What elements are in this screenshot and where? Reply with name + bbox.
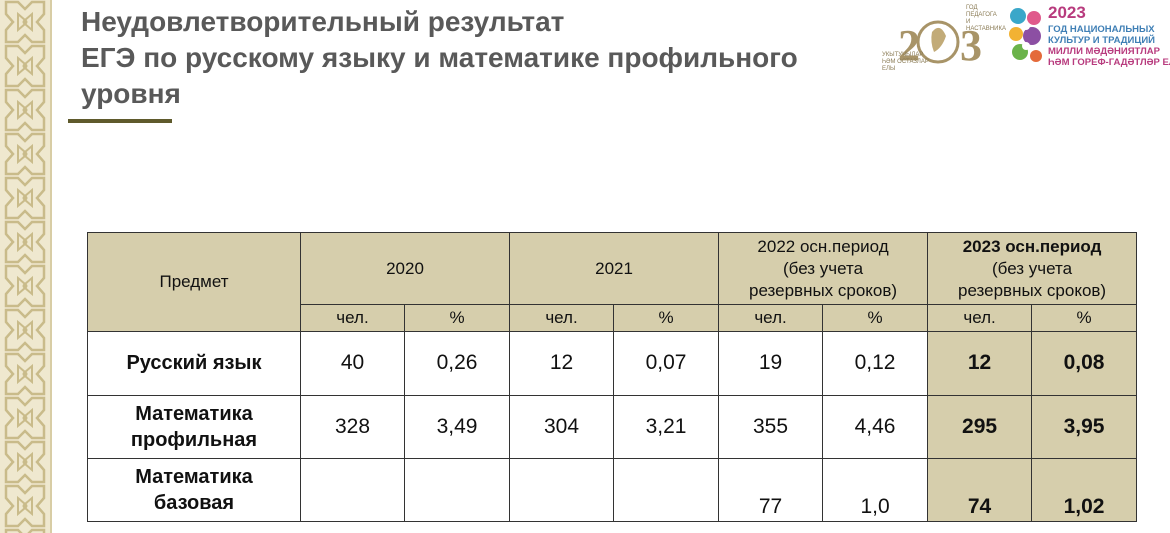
subheader-percent: %: [1031, 304, 1138, 333]
value-cell: 3,21: [613, 394, 720, 459]
value-cell: 0,12: [822, 331, 929, 396]
value-cell-highlight: 0,08: [1031, 331, 1138, 396]
value-cell: [509, 457, 615, 523]
results-table: Предмет 2020 2021 2022 осн.период (без у…: [87, 231, 1138, 523]
teacher-year-logo: 2 3 ГОД ПЕДАГОГА И НАСТАВНИКА УКЫТУЧЫЛАР…: [880, 2, 1006, 72]
year-header-2022-line-2: (без учета: [782, 258, 864, 278]
svg-text:3: 3: [960, 21, 982, 70]
culture-logo-year: 2023: [1048, 3, 1086, 22]
title-underline: [68, 119, 172, 123]
culture-year-logo: 2023 ГОД НАЦИОНАЛЬНЫХ КУЛЬТУР И ТРАДИЦИЙ…: [1006, 2, 1170, 72]
subject-cell: Математика профильная: [87, 394, 301, 459]
value-cell-highlight: 12: [927, 331, 1033, 396]
culture-logo-line-1: ГОД НАЦИОНАЛЬНЫХ: [1048, 24, 1155, 35]
decorative-border: [0, 0, 52, 533]
ornament-pattern: [0, 0, 50, 533]
subject-cell: Математика базовая: [87, 457, 301, 523]
subject-line-1: Математика: [135, 465, 253, 488]
teacher-logo-bottom-1: УКЫТУЧЫЛАР: [882, 52, 924, 58]
subheader-count: чел.: [300, 304, 405, 333]
year-header-2023-line-3: резервных сроков): [958, 280, 1107, 300]
year-header-2021: 2021: [509, 231, 720, 306]
value-cell: 0,07: [613, 331, 720, 396]
value-cell: 355: [718, 394, 824, 459]
value-cell: [403, 457, 511, 523]
subheader-row: чел. % чел. % чел. % чел. %: [88, 304, 1138, 333]
year-header-2022-line-1: 2022 осн.период: [757, 236, 889, 256]
value-cell: 19: [718, 331, 824, 396]
year-header-2020: 2020: [299, 231, 511, 306]
value-cell: 0,26: [403, 331, 511, 396]
value-cell-highlight: 74: [927, 457, 1033, 523]
table-row: Русский язык 40 0,26 12 0,07 19 0,12 12 …: [87, 331, 1138, 396]
header-row: Предмет 2020 2021 2022 осн.период (без у…: [87, 231, 1138, 333]
value-cell: 77: [718, 457, 824, 523]
table-row: Математика профильная 328 3,49 304 3,21 …: [87, 394, 1138, 459]
culture-ornament-icon: [1009, 8, 1042, 62]
year-header-2022-line-3: резервных сроков): [748, 280, 898, 300]
subheader-percent: %: [822, 304, 929, 333]
subheader-count: чел.: [509, 304, 615, 333]
subject-line-1: Математика: [135, 402, 253, 425]
year-header-2023-line-2: (без учета: [992, 258, 1073, 278]
teacher-logo-top-3: И НАСТАВНИКА: [966, 19, 1006, 32]
culture-logo-line-3: МИЛЛИ МӘДӘНИЯТЛАР: [1048, 46, 1160, 57]
value-cell: 328: [300, 394, 405, 459]
year-header-2023: 2023 осн.период (без учета резервных сро…: [927, 231, 1138, 306]
subheader-percent: %: [403, 304, 511, 333]
title-line-2: ЕГЭ по русскому языку и математике профи…: [81, 42, 798, 73]
subject-cell: Русский язык: [87, 331, 301, 396]
value-cell-highlight: 3,95: [1031, 394, 1138, 459]
value-cell-highlight: 295: [927, 394, 1033, 459]
svg-text:2: 2: [898, 21, 920, 70]
subheader-count: чел.: [718, 304, 824, 333]
subject-header: Предмет: [87, 231, 301, 333]
value-cell: 12: [509, 331, 615, 396]
value-cell: 304: [509, 394, 615, 459]
value-cell: 3,49: [403, 394, 511, 459]
subheader-count: чел.: [927, 304, 1033, 333]
culture-logo-line-4: ҺӘМ ГОРЕФ-ГАДӘТЛӘР ЕЛЫ: [1048, 57, 1170, 68]
title-line-3: уровня: [81, 78, 181, 109]
value-cell-highlight: 1,02: [1031, 457, 1138, 523]
subject-line-2: базовая: [153, 491, 235, 514]
year-header-2023-line-1: 2023 осн.период: [962, 236, 1102, 256]
teacher-logo-bottom-3: ЕЛЫ: [882, 66, 896, 72]
table-row: Математика базовая 77 1,0 74 1,02: [87, 457, 1138, 523]
value-cell: 40: [300, 331, 405, 396]
logos: 2 3 ГОД ПЕДАГОГА И НАСТАВНИКА УКЫТУЧЫЛАР…: [880, 2, 1170, 72]
teacher-logo-top-2: ПЕДАГОГА: [966, 12, 997, 18]
value-cell: 4,46: [822, 394, 929, 459]
slide-title: Неудовлетворительный результат ЕГЭ по ру…: [81, 4, 798, 112]
subject-line-2: профильная: [130, 428, 258, 451]
teacher-year-emblem: 2 3: [898, 20, 982, 70]
subject-line-1: Русский язык: [126, 352, 262, 375]
teacher-logo-top-1: ГОД: [966, 5, 978, 11]
title-line-1: Неудовлетворительный результат: [81, 6, 565, 37]
value-cell: [613, 457, 720, 523]
subheader-percent: %: [613, 304, 720, 333]
value-cell: 1,0: [822, 457, 929, 523]
teacher-logo-bottom-2: ҺӘМ ОСТАЗЛАР: [882, 59, 929, 65]
value-cell: [300, 457, 405, 523]
culture-logo-line-2: КУЛЬТУР И ТРАДИЦИЙ: [1048, 35, 1155, 46]
year-header-2022: 2022 осн.период (без учета резервных сро…: [718, 231, 929, 306]
